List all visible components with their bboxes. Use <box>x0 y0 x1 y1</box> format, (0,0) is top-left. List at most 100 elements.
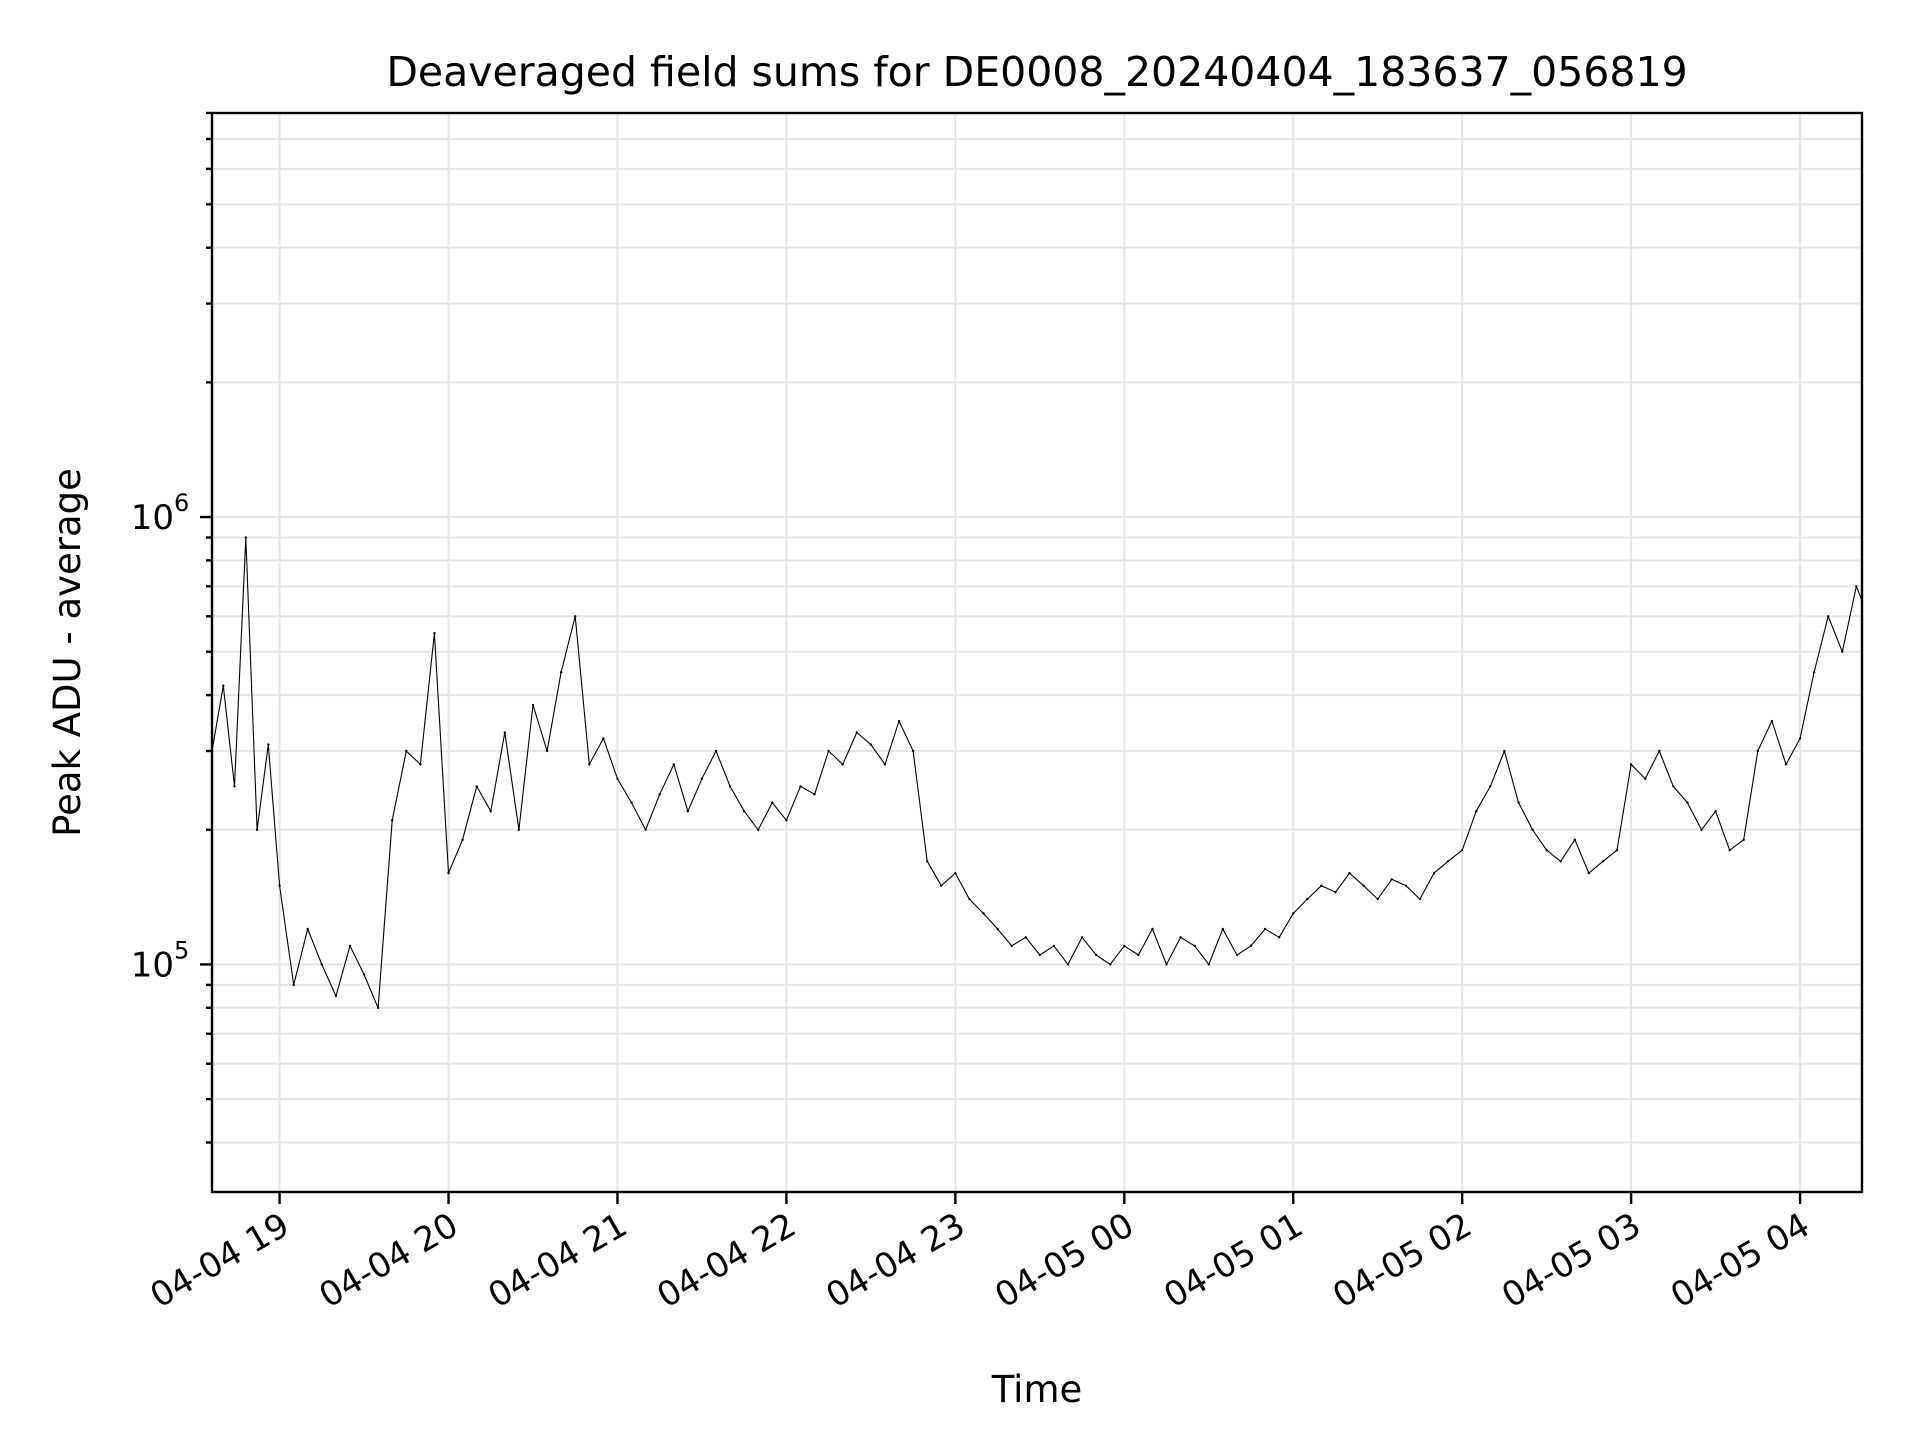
data-point <box>855 731 858 734</box>
data-point <box>1545 849 1548 852</box>
data-point <box>1841 650 1844 653</box>
data-point <box>255 828 259 831</box>
data-point <box>278 884 281 887</box>
data-point <box>222 684 225 687</box>
data-point <box>1165 963 1168 966</box>
data-point <box>616 777 619 780</box>
data-point <box>1489 785 1492 788</box>
data-point <box>911 749 915 753</box>
data-point <box>1798 737 1802 740</box>
data-point <box>869 743 873 746</box>
data-point <box>405 749 408 753</box>
data-point <box>602 737 605 740</box>
data-point <box>1277 936 1281 939</box>
data-point <box>559 670 563 674</box>
data-point <box>1672 785 1675 788</box>
data-point <box>334 994 338 998</box>
grid <box>212 112 1862 1192</box>
data-point <box>771 801 774 804</box>
data-point <box>996 927 999 931</box>
data-point <box>574 615 577 618</box>
data-point <box>391 819 394 822</box>
data-point <box>1193 944 1196 948</box>
data-point <box>244 536 247 539</box>
data-point <box>1460 849 1464 852</box>
data-point <box>1123 944 1126 948</box>
data-point <box>1517 801 1520 804</box>
data-point <box>1109 963 1112 966</box>
data-point <box>517 828 521 831</box>
data-point <box>1587 871 1591 875</box>
data-point <box>1615 849 1619 852</box>
data-point <box>1827 615 1830 618</box>
data-point <box>1531 828 1534 831</box>
data-point <box>1362 884 1365 887</box>
x-axis-label: Time <box>991 1368 1083 1411</box>
data-point <box>700 777 704 780</box>
data-point <box>1418 897 1422 901</box>
data-point <box>757 828 760 831</box>
data-point <box>233 785 236 788</box>
data-point <box>1066 963 1070 966</box>
data-point <box>1404 884 1408 887</box>
data-point <box>447 871 450 875</box>
data-point <box>1320 884 1323 887</box>
y-tick-label: 10 <box>131 945 174 985</box>
data-point <box>1207 963 1210 966</box>
data-point <box>419 763 422 766</box>
data-series-line <box>211 536 1863 1009</box>
data-point <box>1094 953 1098 957</box>
data-point <box>982 912 985 915</box>
data-point <box>267 743 270 746</box>
data-point <box>1348 871 1351 875</box>
data-point <box>883 763 887 766</box>
data-point <box>686 810 690 813</box>
data-point <box>813 793 816 796</box>
data-point <box>1080 936 1084 939</box>
data-point <box>1686 801 1689 804</box>
chart-title: Deaveraged field sums for DE0008_2024040… <box>386 48 1687 96</box>
data-point <box>1010 944 1013 948</box>
data-point <box>1151 927 1154 931</box>
data-point <box>362 973 366 976</box>
data-point <box>348 944 352 948</box>
data-point <box>1249 944 1253 948</box>
data-point <box>897 719 901 723</box>
data-point <box>1855 585 1858 588</box>
data-point <box>799 785 802 788</box>
data-point <box>433 632 436 635</box>
data-point <box>658 793 661 796</box>
data-point <box>925 860 929 863</box>
data-point <box>320 963 324 966</box>
data-point <box>1137 953 1140 957</box>
data-point <box>475 785 478 788</box>
data-point <box>940 884 943 887</box>
y-axis-label: Peak ADU - average <box>46 468 89 837</box>
data-point <box>1446 860 1450 863</box>
data-point <box>306 927 309 931</box>
data-point <box>630 801 633 804</box>
data-point <box>644 828 647 831</box>
data-point <box>292 983 295 987</box>
data-point <box>672 763 675 766</box>
data-point <box>1179 936 1182 939</box>
data-point <box>1432 871 1436 875</box>
data-point <box>728 785 732 788</box>
data-point <box>1643 777 1647 780</box>
series-layer <box>210 536 1864 1009</box>
data-point <box>1235 953 1239 957</box>
data-point <box>1263 927 1267 931</box>
data-point <box>785 819 788 822</box>
data-point <box>1728 849 1731 852</box>
data-point <box>531 703 535 707</box>
data-point <box>1475 810 1478 813</box>
data-point <box>968 897 971 901</box>
data-point <box>1376 897 1379 901</box>
data-point <box>1221 927 1225 931</box>
data-point <box>376 1006 380 1009</box>
data-point <box>1714 810 1717 813</box>
data-point <box>1334 891 1337 894</box>
data-point <box>1024 936 1027 939</box>
